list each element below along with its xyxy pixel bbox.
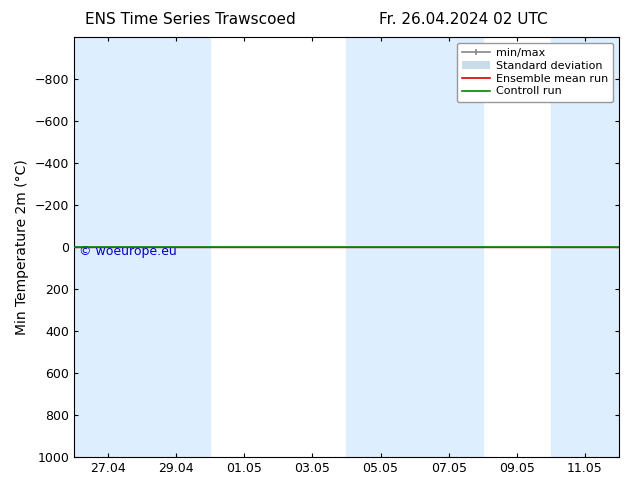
Y-axis label: Min Temperature 2m (°C): Min Temperature 2m (°C) <box>15 159 29 335</box>
Bar <box>346 37 482 457</box>
Bar <box>551 37 619 457</box>
Text: © woeurope.eu: © woeurope.eu <box>79 245 177 258</box>
Bar <box>74 37 210 457</box>
Text: Fr. 26.04.2024 02 UTC: Fr. 26.04.2024 02 UTC <box>378 12 547 27</box>
Text: ENS Time Series Trawscoed: ENS Time Series Trawscoed <box>85 12 295 27</box>
Legend: min/max, Standard deviation, Ensemble mean run, Controll run: min/max, Standard deviation, Ensemble me… <box>456 43 614 102</box>
